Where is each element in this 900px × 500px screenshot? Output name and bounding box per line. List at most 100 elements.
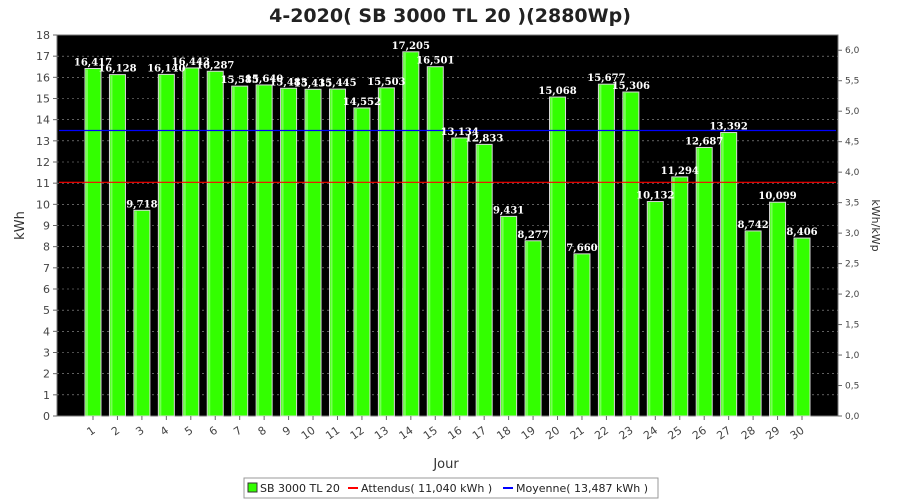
y-tick-label: 4: [43, 325, 50, 338]
y-tick-label: 13: [36, 135, 50, 148]
bar-highlight: [550, 98, 553, 416]
x-tick-label: 3: [133, 424, 146, 439]
y2-tick-label: 0,0: [845, 412, 860, 422]
x-tick-label: 29: [763, 424, 782, 443]
bar-highlight: [795, 239, 797, 416]
bar-highlight: [623, 93, 626, 416]
bar-data-label: 17,205: [392, 41, 430, 52]
y2-tick-label: 3,0: [845, 229, 860, 239]
x-tick-label: 13: [372, 424, 391, 443]
x-tick-label: 11: [323, 424, 342, 443]
bar-data-label: 15,677: [587, 73, 625, 84]
legend-box: [243, 477, 659, 499]
y-axis-right: 0,0 0,5 1,0 1,5 2,0 2,5 3,0 3,5 4,0 4,5 5,0 5,5 6,0: [838, 46, 860, 422]
bar-highlight: [599, 85, 602, 416]
bar-data-label: 16,417: [74, 58, 112, 69]
y-tick-label: 3: [43, 347, 50, 360]
bar-data-label: 10,099: [758, 191, 796, 202]
bar-data-label: 12,687: [685, 136, 723, 147]
bar-highlight: [477, 145, 480, 416]
y-tick-label: 1: [43, 389, 50, 402]
y2-tick-label: 2,5: [845, 260, 859, 270]
legend-item-moyenne: Moyenne( 13,487 kWh ): [516, 482, 648, 495]
bar-highlight: [746, 231, 749, 416]
bar-highlight: [721, 133, 724, 416]
bar-highlight: [354, 108, 357, 416]
y2-tick-label: 5,0: [845, 107, 860, 117]
bar-highlight: [452, 138, 455, 416]
bar-data-label: 15,068: [538, 86, 576, 97]
bar-highlight: [697, 148, 700, 416]
bar-highlight: [110, 75, 113, 417]
x-tick-label: 27: [714, 424, 733, 443]
legend: SB 3000 TL 20 Attendus( 11,040 kWh ) Moy…: [243, 477, 659, 499]
x-tick-label: 14: [397, 424, 416, 443]
x-tick-label: 30: [788, 424, 807, 443]
x-tick-label: 1: [85, 424, 98, 439]
chart-title: 4-2020( SB 3000 TL 20 )(2880Wp): [269, 5, 631, 27]
x-tick-label: 17: [470, 424, 489, 443]
x-tick-label: 23: [617, 424, 636, 443]
x-axis: 1 2 3 4 5 6 7 8 9 10 11 12 13 14 15 16 17 18 19 20 21 22 23 24 2…: [85, 416, 807, 442]
x-tick-label: 20: [543, 424, 562, 443]
y-tick-label: 9: [43, 220, 50, 233]
y-tick-label: 17: [36, 50, 50, 63]
bar-data-label: 15,640: [245, 74, 283, 85]
y2-tick-label: 2,0: [845, 290, 860, 300]
x-tick-label: 8: [256, 424, 269, 439]
bar-data-label: 13,392: [710, 122, 748, 133]
bar-series: [84, 51, 811, 417]
bar-highlight: [379, 88, 382, 417]
y2-axis-label: kWh/kWp: [869, 199, 882, 251]
x-tick-label: 21: [568, 424, 587, 443]
bar-highlight: [86, 69, 88, 416]
x-axis-label: Jour: [432, 457, 459, 472]
bar-highlight: [330, 90, 333, 416]
y2-tick-label: 6,0: [845, 46, 860, 56]
y-tick-label: 15: [36, 93, 50, 106]
x-tick-label: 19: [519, 424, 538, 443]
y-tick-label: 10: [36, 198, 50, 211]
bar-data-label: 7,660: [566, 243, 597, 254]
bar-data-label: 16,443: [172, 57, 210, 68]
bar-data-label: 16,128: [98, 64, 136, 75]
bar-data-label: 9,718: [126, 199, 157, 210]
bar-data-label: 8,742: [737, 220, 768, 231]
y-tick-label: 7: [43, 262, 50, 275]
bar-data-label: 16,287: [196, 60, 234, 71]
x-tick-label: 7: [231, 424, 244, 439]
y-tick-label: 12: [36, 156, 50, 169]
bar-data-label: 14,552: [343, 97, 381, 108]
x-tick-label: 16: [446, 424, 465, 443]
legend-swatch-bars: [247, 482, 258, 493]
y-tick-label: 18: [36, 29, 50, 42]
bar-highlight: [574, 254, 577, 416]
x-tick-label: 2: [109, 424, 122, 439]
y-tick-label: 0: [43, 410, 50, 423]
bar-highlight: [257, 85, 260, 416]
bar-highlight: [232, 87, 235, 417]
y-tick-label: 6: [43, 283, 50, 296]
y-axis-label: kWh: [13, 211, 28, 240]
y-tick-label: 5: [43, 304, 50, 317]
bar-highlight: [281, 89, 284, 417]
legend-item-attendus: Attendus( 11,040 kWh ): [361, 482, 492, 495]
y-tick-label: 16: [36, 71, 50, 84]
bar-highlight: [526, 241, 529, 416]
x-tick-label: 26: [690, 424, 709, 443]
x-tick-label: 5: [182, 424, 195, 439]
bar-highlight: [672, 177, 675, 416]
x-tick-label: 22: [592, 424, 611, 443]
bar-data-label: 9,431: [493, 205, 524, 216]
y-tick-label: 8: [43, 241, 50, 254]
y2-tick-label: 4,5: [845, 138, 859, 148]
bar-highlight: [306, 90, 309, 416]
y-tick-label: 2: [43, 368, 50, 381]
bar-highlight: [403, 52, 406, 416]
bar-data-label: 12,833: [465, 133, 503, 144]
x-tick-label: 15: [421, 424, 440, 443]
bar-highlight: [159, 75, 162, 417]
bar-data-label: 15,585: [221, 75, 259, 86]
